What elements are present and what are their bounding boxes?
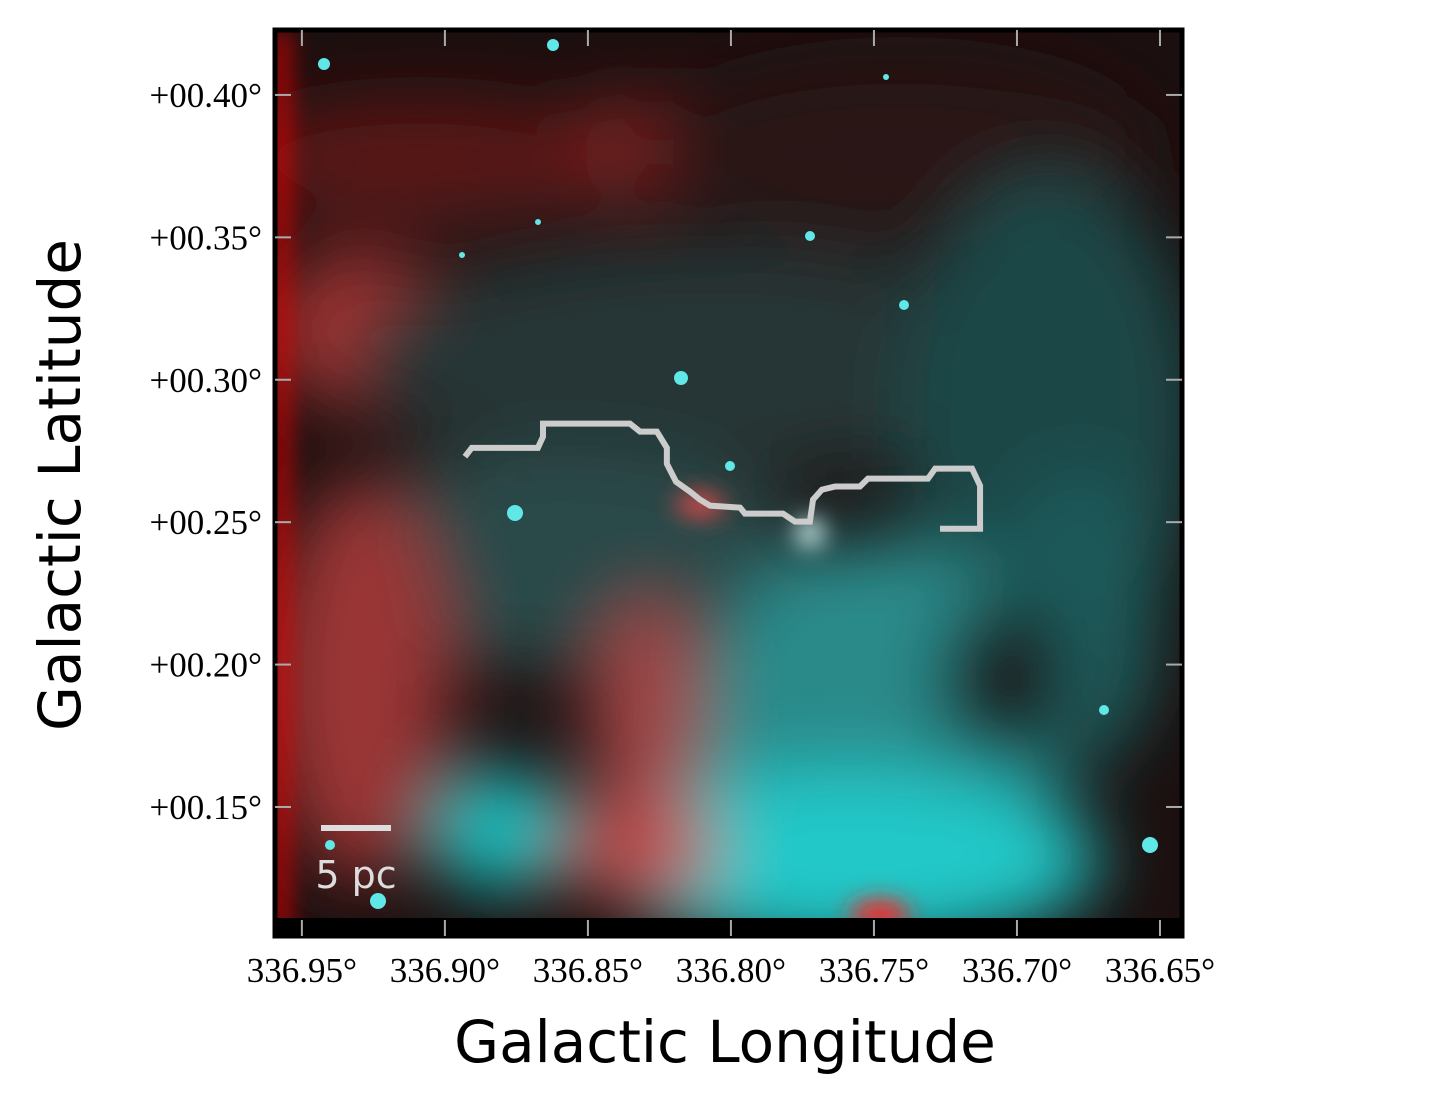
y-tick-label: +00.15°: [150, 788, 263, 827]
y-tick-label: +00.35°: [150, 218, 263, 257]
y-tick-label: +00.25°: [150, 503, 263, 542]
x-tick-label: 336.70°: [962, 951, 1072, 990]
y-tick-label: +00.40°: [150, 76, 263, 115]
y-axis-label: Galactic Latitude: [26, 239, 94, 731]
plot-frame: [272, 27, 1185, 939]
x-tick-label: 336.95°: [247, 951, 357, 990]
x-tick-label: 336.75°: [819, 951, 929, 990]
x-tick-label: 336.80°: [676, 951, 786, 990]
scale-bar-label: 5 pc: [315, 853, 396, 897]
y-tick-label: +00.30°: [150, 361, 263, 400]
x-tick-label: 336.90°: [390, 951, 500, 990]
y-tick-label: +00.20°: [150, 646, 263, 685]
x-tick-label: 336.85°: [533, 951, 643, 990]
sky-image: [275, 30, 1182, 936]
x-axis-label: Galactic Longitude: [454, 1008, 996, 1076]
x-tick-label: 336.65°: [1105, 951, 1215, 990]
filament-outline: [462, 420, 984, 532]
